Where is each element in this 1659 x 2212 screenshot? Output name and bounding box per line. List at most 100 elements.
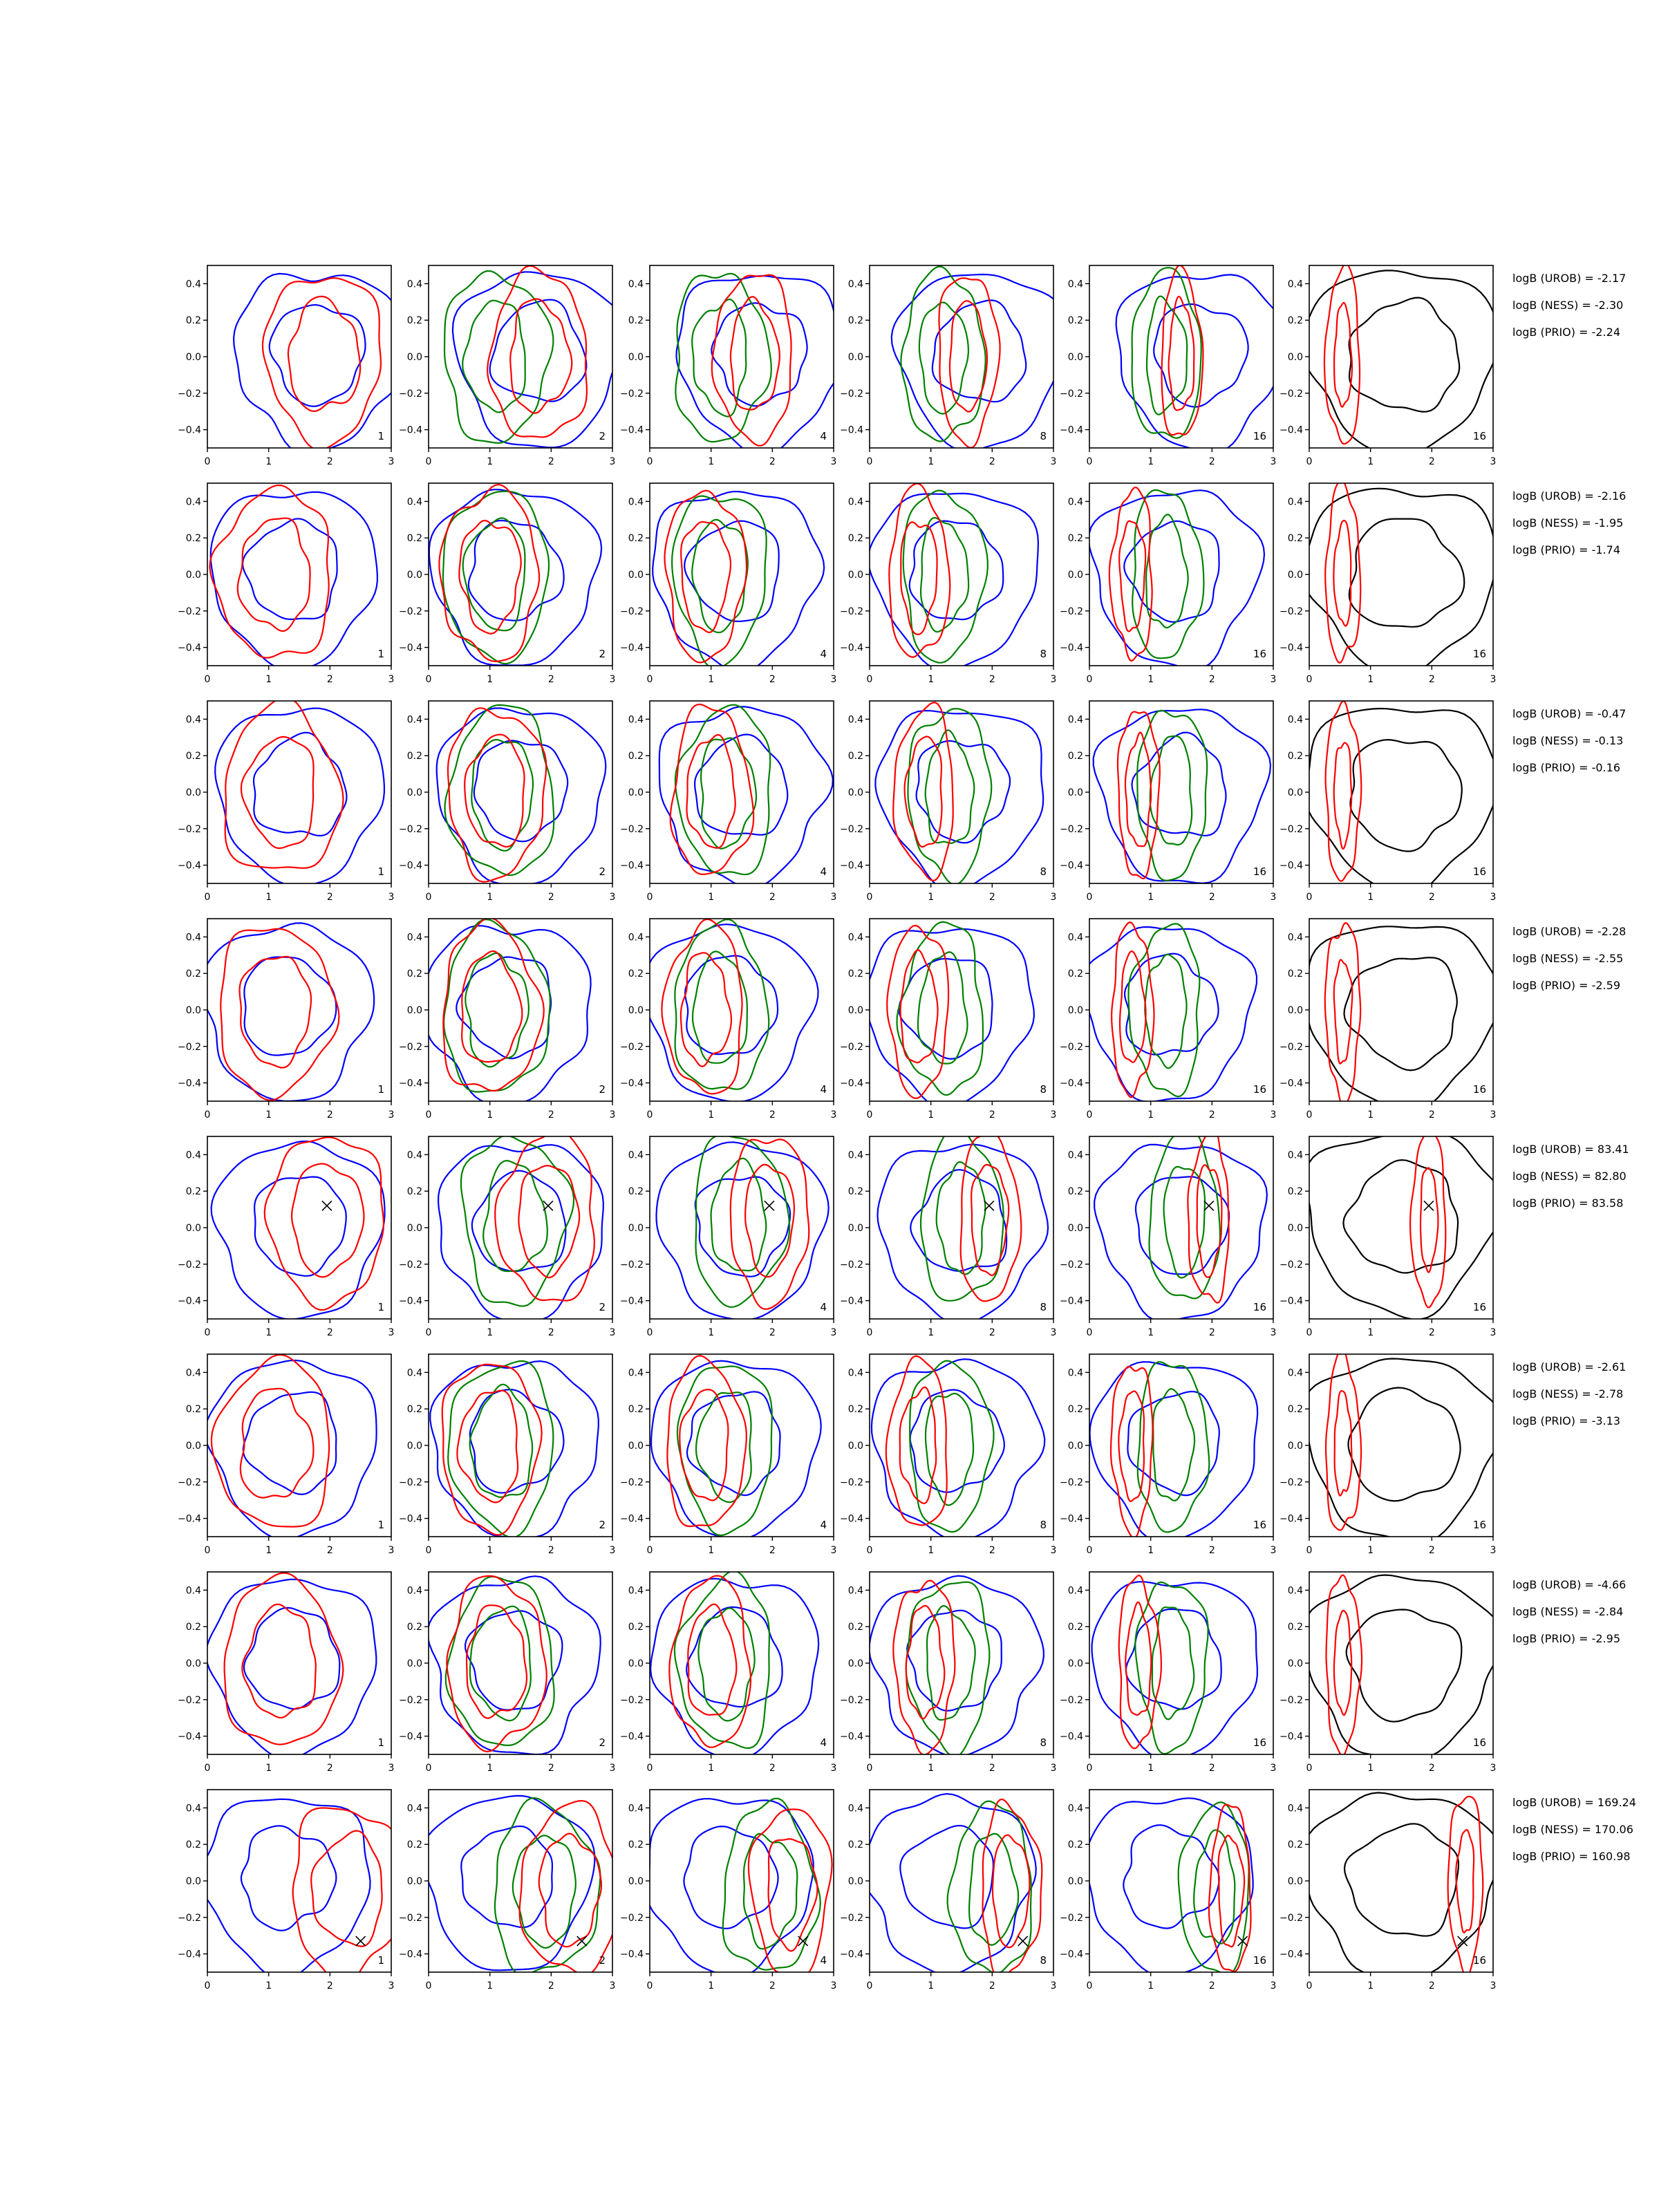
panel-r8-c4: 0 1 2 3 −0.4 −0.2 0.0 0.2 0.4 8	[840, 1789, 1056, 1991]
blue-inner-contour	[253, 1176, 347, 1277]
x-tick-label: 1	[265, 892, 272, 903]
y-tick-label: −0.4	[1060, 1949, 1083, 1960]
green-outer-contour	[907, 708, 993, 883]
y-tick-label: −0.4	[399, 1949, 422, 1960]
x-tick-label: 2	[769, 1763, 776, 1774]
x-tick-label: 3	[831, 1109, 837, 1121]
x-tick-label: 0	[1306, 1327, 1313, 1338]
panel-count-label: 16	[1473, 430, 1486, 442]
blue-inner-contour	[899, 1825, 994, 1929]
blue-outer-contour	[1089, 926, 1258, 1101]
y-tick-label: −0.4	[178, 643, 201, 654]
x-tick-label: 2	[769, 1327, 776, 1338]
x-tick-label: 0	[867, 1763, 873, 1774]
x-tick-label: 3	[388, 456, 395, 467]
y-tick-label: 0.2	[186, 751, 201, 762]
contour-group	[870, 483, 1040, 666]
x-tick-label: 0	[426, 1109, 432, 1121]
green-outer-contour	[1177, 1801, 1250, 1972]
x-tick-label: 0	[647, 1980, 653, 1991]
axes-frame	[207, 1353, 392, 1537]
green-inner-contour	[1163, 1165, 1206, 1279]
logb-stat: logB (NESS) = -2.55	[1512, 952, 1623, 965]
x-tick-label: 3	[388, 674, 395, 685]
x-tick-label: 3	[1051, 674, 1057, 685]
contour-group	[429, 1360, 599, 1537]
y-tick-label: 0.4	[1288, 1585, 1303, 1596]
y-tick-label: −0.2	[620, 1259, 644, 1271]
axes-frame	[207, 482, 392, 666]
blue-outer-contour	[207, 1578, 377, 1754]
panel-count-label: 16	[1473, 648, 1486, 660]
y-tick-label: −0.4	[1060, 861, 1083, 872]
green-outer-contour	[1134, 1581, 1209, 1754]
x-tick-label: 1	[265, 1109, 272, 1121]
y-tick-label: 0.4	[628, 496, 644, 507]
contour-group	[1309, 701, 1493, 883]
black-inner-contour	[1349, 739, 1463, 852]
blue-outer-contour	[435, 707, 607, 883]
y-tick-label: 0.4	[1288, 1150, 1303, 1161]
x-tick-label: 1	[1367, 1763, 1374, 1774]
panel-count-label: 16	[1473, 1301, 1486, 1313]
green-inner-contour	[968, 1833, 1020, 1946]
green-outer-contour	[1136, 1361, 1210, 1533]
x-tick-label: 0	[1306, 1545, 1313, 1556]
y-tick-label: 0.4	[1288, 279, 1303, 290]
blue-outer-contour	[429, 488, 603, 666]
green-inner-contour	[697, 1607, 756, 1722]
y-tick-label: 0.2	[407, 1839, 422, 1850]
x-tick-label: 1	[265, 674, 272, 685]
green-inner-contour	[924, 1392, 975, 1506]
y-tick-label: −0.2	[1280, 1042, 1303, 1053]
blue-inner-contour	[915, 740, 1011, 844]
x-tick-label: 1	[487, 1545, 493, 1556]
green-inner-contour	[469, 1383, 534, 1499]
x-tick-label: 2	[548, 1109, 554, 1121]
y-tick-label: −0.2	[1060, 1695, 1083, 1706]
y-tick-label: 0.0	[407, 787, 422, 798]
blue-inner-contour	[910, 1169, 1008, 1272]
red-inner-contour	[290, 1163, 365, 1278]
x-tick-label: 1	[487, 1109, 493, 1121]
x-tick-label: 1	[1147, 456, 1154, 467]
red-outer-contour	[518, 1799, 612, 1972]
truth-marker	[1018, 1936, 1029, 1947]
y-tick-label: −0.2	[620, 1695, 644, 1706]
y-tick-label: −0.4	[620, 643, 644, 654]
green-outer-contour	[442, 490, 550, 665]
green-outer-contour	[443, 270, 554, 444]
blue-outer-contour	[209, 491, 379, 666]
panel-r6-c1: 0 1 2 3 −0.4 −0.2 0.0 0.2 0.4 1	[178, 1353, 394, 1556]
x-tick-label: 2	[1209, 1545, 1215, 1556]
green-inner-contour	[924, 729, 975, 844]
green-inner-contour	[482, 1159, 548, 1273]
axes-frame	[428, 700, 613, 884]
red-inner-contour	[729, 296, 780, 411]
blue-outer-contour	[207, 1798, 371, 1972]
red-inner-contour	[456, 1389, 519, 1503]
panel-r5-c3: 0 1 2 3 −0.4 −0.2 0.0 0.2 0.4 4	[620, 1136, 836, 1338]
contour-group	[210, 1136, 386, 1319]
y-tick-label: 0.4	[407, 1150, 422, 1161]
y-tick-label: 0.4	[1288, 1803, 1303, 1814]
panel-count-label: 8	[1040, 1519, 1047, 1531]
x-tick-label: 2	[327, 1327, 333, 1338]
red-outer-contour	[261, 277, 382, 448]
red-outer-contour	[938, 277, 1001, 448]
y-tick-label: −0.2	[620, 1477, 644, 1488]
red-inner-contour	[903, 735, 943, 848]
y-tick-label: 0.0	[1288, 570, 1303, 581]
y-tick-label: −0.4	[178, 1514, 201, 1525]
y-tick-label: −0.4	[840, 1732, 863, 1743]
y-tick-label: −0.4	[178, 1296, 201, 1307]
green-outer-contour	[1127, 923, 1201, 1098]
blue-outer-contour	[437, 1144, 604, 1319]
x-tick-label: 1	[1147, 1109, 1154, 1121]
x-tick-label: 3	[610, 1109, 616, 1121]
panel-r7-c1: 0 1 2 3 −0.4 −0.2 0.0 0.2 0.4 1	[178, 1571, 394, 1774]
x-tick-label: 2	[548, 892, 554, 903]
y-tick-label: −0.2	[840, 824, 863, 835]
y-tick-label: 0.4	[848, 714, 863, 725]
y-tick-label: 0.4	[407, 279, 422, 290]
